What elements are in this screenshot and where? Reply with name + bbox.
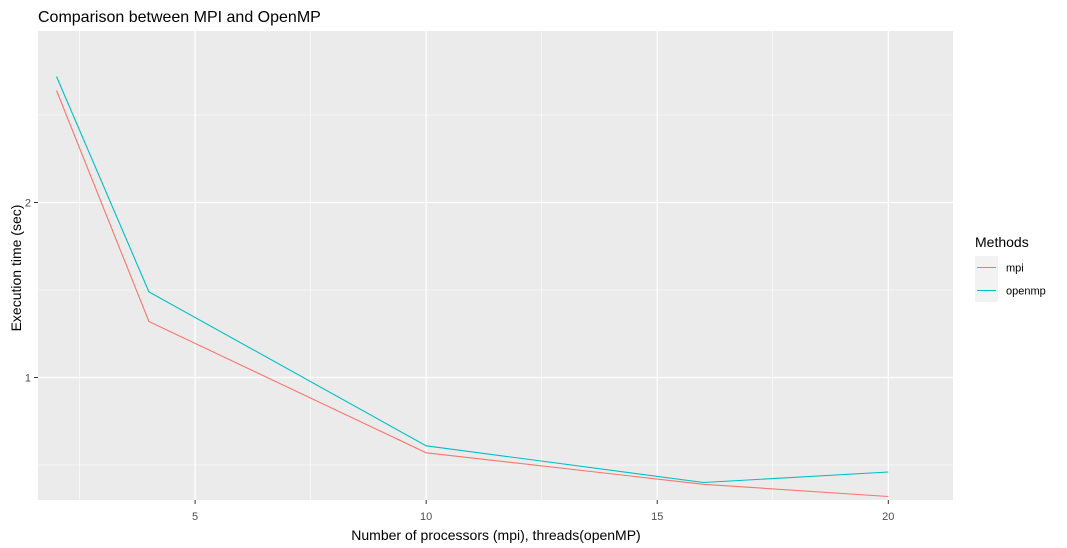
series-line-mpi [55, 90, 889, 498]
grid-major [38, 31, 953, 500]
x-axis-title: Number of processors (mpi), threads(open… [351, 527, 640, 543]
grid-minor [38, 31, 953, 500]
x-tick-label: 20 [882, 511, 894, 523]
series-layer [55, 76, 889, 498]
legend-items: mpi openmp [975, 256, 1046, 302]
legend-title: Methods [975, 234, 1029, 250]
legend-label-mpi: mpi [1006, 263, 1024, 275]
y-tick-label: 2 [25, 198, 31, 210]
x-tick-label: 5 [192, 511, 198, 523]
x-tick-label: 10 [420, 511, 432, 523]
x-tick-label: 15 [651, 511, 663, 523]
chart-title: Comparison between MPI and OpenMP [38, 9, 321, 26]
y-tick-label: 1 [25, 373, 31, 385]
legend: Methods mpi openmp [975, 234, 1046, 302]
x-tick-labels: 5 10 15 20 [192, 511, 894, 523]
y-axis-title: Execution time (sec) [8, 205, 24, 332]
series-line-openmp [55, 76, 889, 484]
legend-label-openmp: openmp [1006, 286, 1046, 298]
plot-panel [38, 31, 953, 500]
axis-ticks [34, 202, 889, 504]
y-tick-labels: 12 [25, 198, 31, 385]
